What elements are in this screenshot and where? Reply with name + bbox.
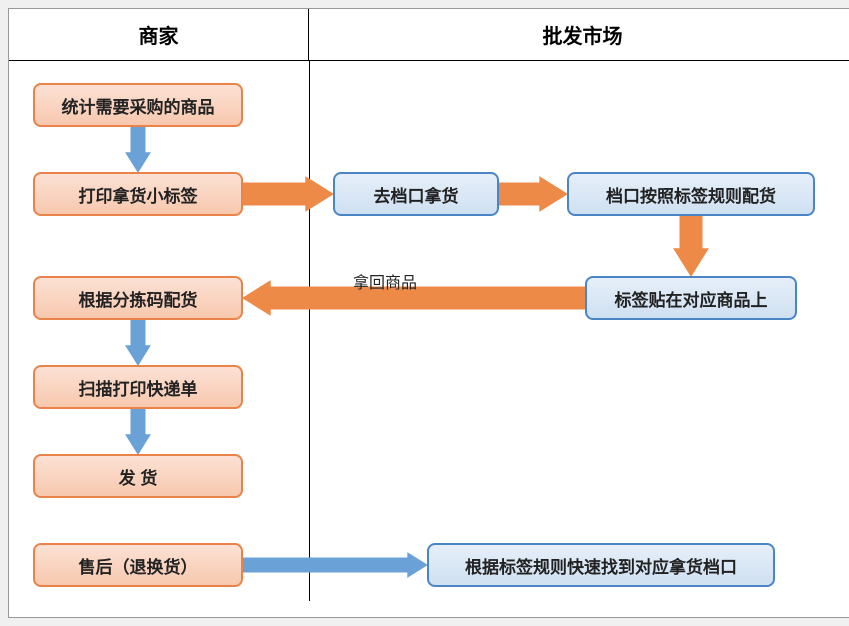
lane-header-market: 批发市场 — [309, 9, 849, 60]
arrow — [499, 177, 567, 211]
flow-node-n9: 售后（退换货） — [33, 543, 243, 587]
arrow — [126, 409, 150, 454]
arrow — [126, 320, 150, 365]
arrow — [243, 177, 333, 211]
arrow — [126, 127, 150, 172]
arrow — [243, 553, 427, 577]
lane-header-merchant: 商家 — [9, 9, 309, 60]
flow-node-n8: 发 货 — [33, 454, 243, 498]
flow-node-n6: 根据分拣码配货 — [33, 276, 243, 320]
arrow — [674, 216, 708, 276]
flow-node-n4: 档口按照标签规则配货 — [567, 172, 815, 216]
flow-node-n7: 扫描打印快递单 — [33, 365, 243, 409]
swimlane-header: 商家 批发市场 — [9, 9, 849, 61]
edge-label: 拿回商品 — [353, 269, 417, 293]
flow-node-n10: 根据标签规则快速找到对应拿货档口 — [427, 543, 775, 587]
flow-node-n3: 去档口拿货 — [333, 172, 499, 216]
flowchart-canvas: 商家 批发市场 统计需要采购的商品打印拿货小标签 去档口拿货 档口按照标签规则配货标… — [8, 8, 849, 618]
lane-divider — [309, 61, 310, 601]
flow-node-n5: 标签贴在对应商品上 — [585, 276, 797, 320]
flow-node-n2: 打印拿货小标签 — [33, 172, 243, 216]
flow-node-n1: 统计需要采购的商品 — [33, 83, 243, 127]
